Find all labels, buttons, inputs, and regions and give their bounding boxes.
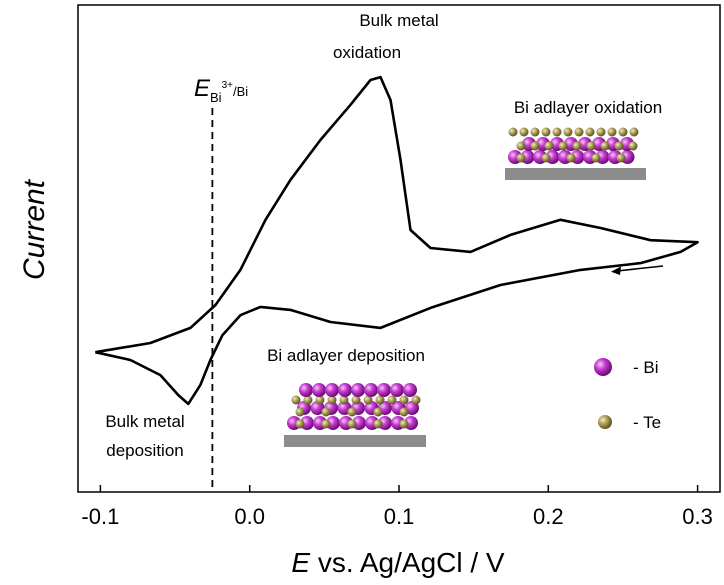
te-atom bbox=[531, 128, 540, 137]
bi-atom bbox=[338, 383, 352, 397]
substrate bbox=[284, 435, 426, 447]
annotation: Bulk metal bbox=[359, 11, 438, 30]
x-tick-label: 0.0 bbox=[234, 504, 265, 529]
te-atom bbox=[520, 128, 529, 137]
te-atom bbox=[531, 142, 540, 151]
bi-atom bbox=[390, 383, 404, 397]
bi-atom bbox=[403, 383, 417, 397]
te-atom bbox=[575, 128, 584, 137]
reference-label: EBi3+/Bi bbox=[194, 75, 248, 105]
te-atom bbox=[573, 142, 582, 151]
legend-te bbox=[598, 415, 612, 429]
te-atom bbox=[608, 128, 617, 137]
te-atom bbox=[542, 154, 551, 163]
bi-atom bbox=[351, 383, 365, 397]
te-atom bbox=[564, 128, 573, 137]
te-atom bbox=[400, 396, 409, 405]
legend-label: - Te bbox=[633, 413, 661, 432]
atom-illustrations bbox=[284, 128, 646, 448]
annotation: Bi adlayer oxidation bbox=[514, 98, 662, 117]
x-tick-label: 0.1 bbox=[384, 504, 415, 529]
te-atom bbox=[400, 420, 409, 429]
scan-arrow bbox=[617, 266, 663, 271]
legend-label: - Bi bbox=[633, 358, 659, 377]
te-atom bbox=[348, 408, 357, 417]
te-atom bbox=[545, 142, 554, 151]
y-axis-label: Current bbox=[18, 178, 51, 280]
legend-bi bbox=[594, 358, 612, 376]
annotation: deposition bbox=[106, 441, 184, 460]
x-axis-text: vs. Ag/AgCl / V bbox=[318, 547, 505, 578]
te-atom bbox=[509, 128, 518, 137]
annotation: oxidation bbox=[333, 43, 401, 62]
bi-atom bbox=[364, 383, 378, 397]
te-atom bbox=[374, 420, 383, 429]
bi-atom bbox=[377, 383, 391, 397]
te-atom bbox=[412, 396, 421, 405]
reference-label-part: E bbox=[194, 75, 211, 102]
te-atom bbox=[296, 408, 305, 417]
te-atom bbox=[322, 420, 331, 429]
te-atom bbox=[567, 154, 576, 163]
te-atom bbox=[388, 396, 397, 405]
te-atom bbox=[559, 142, 568, 151]
scan-arrowhead bbox=[611, 267, 621, 276]
reference-label-part: Bi bbox=[210, 90, 222, 105]
x-tick-label: 0.2 bbox=[533, 504, 564, 529]
te-atom bbox=[292, 396, 301, 405]
te-atom bbox=[296, 420, 305, 429]
te-atom bbox=[322, 408, 331, 417]
bi-atom bbox=[312, 383, 326, 397]
x-axis-label: E vs. Ag/AgCl / V bbox=[291, 547, 505, 578]
te-atom bbox=[586, 128, 595, 137]
te-atom bbox=[619, 128, 628, 137]
reference-label-part: 3+ bbox=[222, 80, 234, 91]
te-atom bbox=[348, 420, 357, 429]
te-atom bbox=[615, 142, 624, 151]
te-atom bbox=[587, 142, 596, 151]
te-atom bbox=[542, 128, 551, 137]
te-atom bbox=[553, 128, 562, 137]
chart: Bulk metal oxidation Bi adlayer oxidatio… bbox=[0, 0, 724, 585]
x-axis-var: E bbox=[291, 547, 310, 578]
te-atom bbox=[374, 408, 383, 417]
te-atom bbox=[601, 142, 610, 151]
annotation: Bi adlayer deposition bbox=[267, 346, 425, 365]
substrate bbox=[505, 168, 646, 180]
reference-label-part: /Bi bbox=[233, 84, 248, 99]
x-tick-label: 0.3 bbox=[682, 504, 713, 529]
te-atom bbox=[592, 154, 601, 163]
te-atom bbox=[617, 154, 626, 163]
te-atom bbox=[517, 154, 526, 163]
te-atom bbox=[629, 142, 638, 151]
bi-atom bbox=[299, 383, 313, 397]
te-atom bbox=[400, 408, 409, 417]
bi-atom bbox=[325, 383, 339, 397]
te-atom bbox=[597, 128, 606, 137]
te-atom bbox=[630, 128, 639, 137]
annotation: Bulk metal bbox=[105, 412, 184, 431]
te-atom bbox=[517, 142, 526, 151]
x-tick-label: -0.1 bbox=[81, 504, 119, 529]
